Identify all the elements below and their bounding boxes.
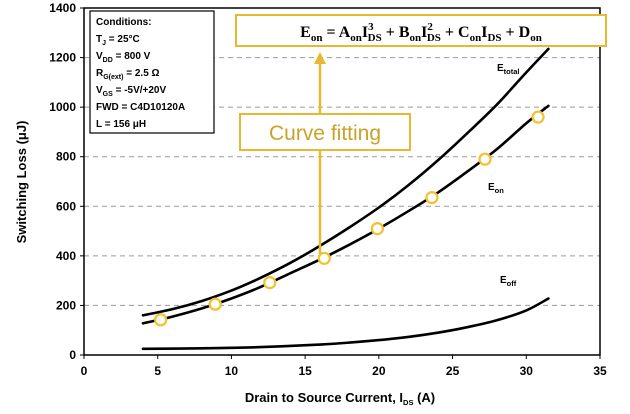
formula-box: Eon = AonI3 DS + BonI2 DS + ConIDS + Don — [235, 14, 607, 47]
plot-frame — [83, 7, 601, 356]
curve-labels: Etotal Eon Eoff — [488, 63, 520, 288]
y-tick-label: 600 — [56, 199, 76, 213]
x-tick-label: 35 — [593, 364, 607, 378]
series-line-e-total — [141, 47, 550, 317]
x-tick-label: 30 — [520, 364, 534, 378]
y-tick-label: 200 — [56, 298, 76, 312]
curve-fitting-label: Curve fitting — [269, 122, 381, 145]
y-tick-label: 1000 — [49, 100, 76, 114]
y-tick-label: 1400 — [49, 1, 76, 15]
measured-point — [531, 110, 545, 124]
x-axis-title: Drain to Source Current, IDS (A) — [245, 390, 435, 407]
condition-line: VDD = 800 V — [96, 51, 151, 64]
curve-label-on: Eon — [488, 182, 504, 195]
series-line-e-off — [141, 297, 550, 351]
measured-point — [478, 152, 492, 166]
condition-line: RG(ext) = 2.5 Ω — [96, 68, 160, 81]
measured-point — [425, 191, 439, 205]
condition-line: VGS = -5V/+20V — [96, 85, 166, 98]
curve-fitting-annotation: Curve fitting — [239, 52, 411, 254]
condition-line: FWD = C4D10120A — [96, 102, 185, 113]
measured-point — [154, 313, 168, 327]
measured-point — [208, 297, 222, 311]
tick-labels: 0 200 400 600 800 1000 1200 1400 0 5 10 15 20 25 30 35 — [49, 1, 607, 378]
measured-point — [317, 251, 331, 265]
x-tick-label: 10 — [225, 364, 239, 378]
measured-point — [263, 276, 277, 290]
x-tick-label: 0 — [81, 364, 88, 378]
y-axis-title: Switching Loss (μJ) — [14, 121, 29, 244]
fit-formula: Eon = AonI3 DS + BonI2 DS + ConIDS + Don — [300, 21, 542, 44]
x-tick-label: 5 — [154, 364, 161, 378]
measured-point — [370, 221, 384, 236]
y-tick-label: 0 — [69, 348, 76, 362]
condition-line: TJ = 25°C — [96, 34, 140, 47]
condition-line: Conditions: — [96, 17, 152, 28]
y-tick-label: 400 — [56, 249, 76, 263]
x-tick-label: 20 — [372, 364, 386, 378]
conditions-box: Conditions: TJ = 25°C VDD = 800 V RG(ext) =… — [89, 10, 215, 134]
curve-label-off: Eoff — [500, 275, 517, 288]
measured-markers — [154, 110, 545, 327]
curve-label-total: Etotal — [497, 63, 520, 76]
x-tick-label: 15 — [298, 364, 312, 378]
x-tick-label: 25 — [446, 364, 460, 378]
y-tick-label: 800 — [56, 150, 76, 164]
condition-line: L = 156 μH — [96, 119, 146, 130]
y-tick-label: 1200 — [49, 51, 76, 65]
